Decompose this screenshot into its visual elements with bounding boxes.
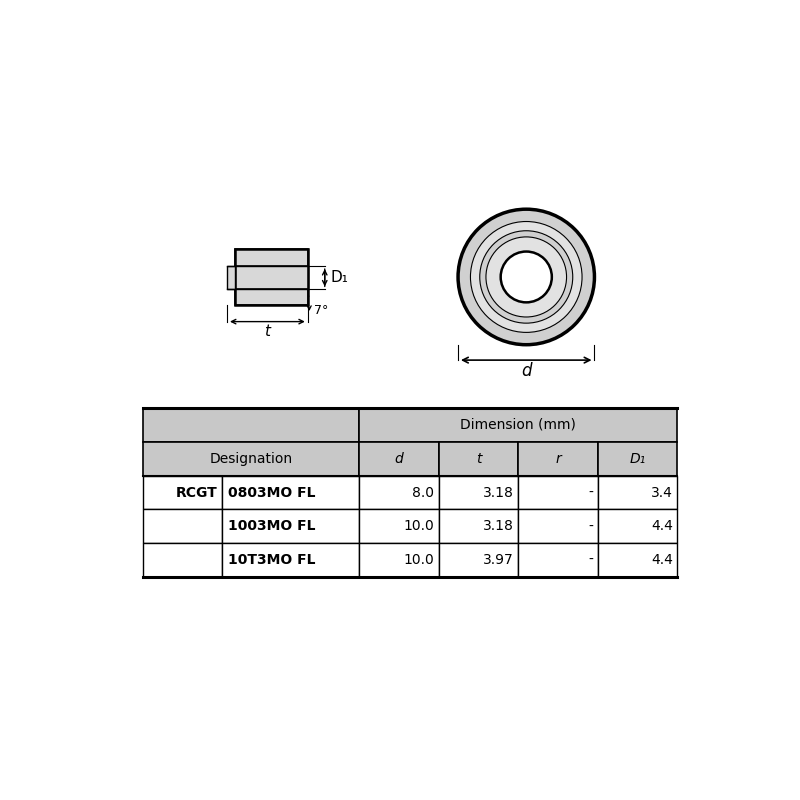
Bar xyxy=(359,543,438,578)
Text: 1003MO FL: 1003MO FL xyxy=(228,519,316,534)
Text: D₁: D₁ xyxy=(630,452,646,466)
Text: 8.0: 8.0 xyxy=(412,486,434,499)
Bar xyxy=(518,510,598,543)
Text: Dimension (mm): Dimension (mm) xyxy=(460,418,576,432)
Text: 10T3MO FL: 10T3MO FL xyxy=(228,554,316,567)
Bar xyxy=(598,510,678,543)
Bar xyxy=(438,476,518,510)
Text: 3.18: 3.18 xyxy=(482,519,514,534)
Bar xyxy=(222,476,359,510)
Text: 3.4: 3.4 xyxy=(651,486,673,499)
Bar xyxy=(142,510,222,543)
Circle shape xyxy=(480,230,573,323)
Text: 7°: 7° xyxy=(314,303,328,317)
Bar xyxy=(518,543,598,578)
Text: 0803MO FL: 0803MO FL xyxy=(228,486,316,499)
Circle shape xyxy=(486,237,566,317)
Polygon shape xyxy=(235,250,308,305)
Bar xyxy=(142,476,222,510)
Bar xyxy=(359,408,678,442)
Bar xyxy=(598,543,678,578)
Text: -: - xyxy=(588,486,593,499)
Bar xyxy=(518,442,598,476)
Bar xyxy=(142,442,359,476)
Text: 10.0: 10.0 xyxy=(403,554,434,567)
Text: r: r xyxy=(555,452,561,466)
Text: Designation: Designation xyxy=(210,452,293,466)
Bar xyxy=(598,442,678,476)
Bar xyxy=(142,543,222,578)
Bar xyxy=(598,476,678,510)
Bar xyxy=(438,543,518,578)
Bar xyxy=(438,442,518,476)
Text: RCGT: RCGT xyxy=(176,486,218,499)
Text: d: d xyxy=(521,362,531,380)
Text: 10.0: 10.0 xyxy=(403,519,434,534)
Polygon shape xyxy=(227,266,235,290)
Text: 4.4: 4.4 xyxy=(651,554,673,567)
Circle shape xyxy=(458,209,594,345)
Text: t: t xyxy=(264,324,270,339)
Text: 3.18: 3.18 xyxy=(482,486,514,499)
Text: 3.97: 3.97 xyxy=(483,554,514,567)
Bar xyxy=(359,442,438,476)
Text: t: t xyxy=(476,452,482,466)
Bar xyxy=(222,510,359,543)
Text: D₁: D₁ xyxy=(331,270,349,286)
Circle shape xyxy=(470,222,582,332)
Bar xyxy=(518,476,598,510)
Bar xyxy=(359,510,438,543)
Text: -: - xyxy=(588,554,593,567)
Bar xyxy=(222,543,359,578)
Text: -: - xyxy=(588,519,593,534)
Bar xyxy=(359,476,438,510)
Circle shape xyxy=(501,251,552,302)
Text: d: d xyxy=(394,452,403,466)
Bar xyxy=(142,408,359,442)
Bar xyxy=(438,510,518,543)
Text: 4.4: 4.4 xyxy=(651,519,673,534)
